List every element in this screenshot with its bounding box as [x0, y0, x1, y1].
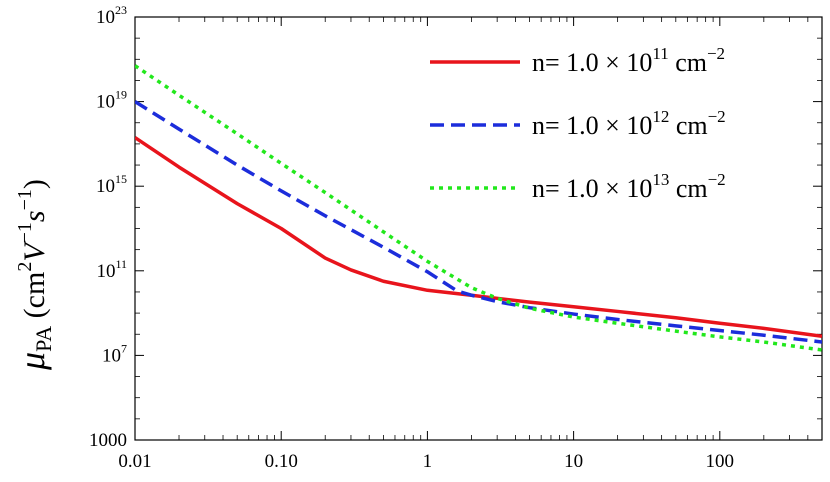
y-tick-exponent: 23: [115, 3, 127, 17]
legend-exponent: 12: [652, 107, 669, 126]
y-tick-base: 10: [96, 176, 115, 197]
y-tick-base: 10: [96, 261, 115, 282]
x-tick-label: 1: [423, 451, 433, 472]
legend-exponent: 11: [652, 44, 668, 63]
ylabel-sup: −1: [14, 189, 36, 210]
ylabel-second: s: [18, 210, 51, 222]
series-lines: [135, 64, 822, 352]
ylabel-units-close: ): [18, 179, 51, 189]
y-tick-exponent: 15: [115, 172, 127, 186]
legend-prefix: n= 1.0 × 10: [532, 111, 652, 140]
x-tick-label: 100: [706, 451, 735, 472]
legend-exponent: 13: [652, 170, 669, 189]
legend-prefix: n= 1.0 × 10: [532, 48, 652, 77]
legend-label-12: n= 1.0 × 1012 cm−2: [532, 107, 726, 140]
x-tick-label: 0.10: [265, 451, 298, 472]
y-tick-label: 1000: [89, 430, 127, 451]
ylabel-sup: 2: [14, 262, 36, 272]
series-line-11: [135, 136, 822, 339]
legend-unit: cm: [669, 174, 707, 203]
plot-frame: [134, 16, 823, 441]
legend-unit-exponent: −2: [708, 170, 726, 189]
legend-unit: cm: [669, 48, 707, 77]
y-tick-base: 1000: [89, 430, 127, 451]
ylabel-units-open: (cm: [18, 272, 51, 326]
x-tick-label: 0.01: [118, 451, 151, 472]
legend-label-13: n= 1.0 × 1013 cm−2: [532, 170, 726, 203]
ylabel-sup: −1: [14, 222, 36, 243]
y-tick-exponent: 11: [115, 257, 127, 271]
legend-unit-exponent: −2: [708, 107, 726, 126]
legend: n= 1.0 × 1011 cm−2n= 1.0 × 1012 cm−2n= 1…: [430, 44, 726, 203]
axes: [134, 16, 823, 441]
y-axis-title: μPA (cm2V−1s−1): [12, 179, 56, 371]
legend-unit-exponent: −2: [707, 44, 725, 63]
ylabel-volt: V: [18, 240, 51, 262]
legend-unit: cm: [669, 111, 707, 140]
y-tick-label: 1023: [96, 3, 127, 28]
y-tick-label: 1019: [96, 88, 127, 113]
y-tick-label: 1015: [96, 172, 127, 197]
ylabel-symbol: μ: [12, 352, 52, 371]
y-tick-base: 10: [96, 7, 115, 28]
y-tick-exponent: 19: [115, 88, 127, 102]
legend-label-11: n= 1.0 × 1011 cm−2: [532, 44, 725, 77]
y-axis-label: μPA (cm2V−1s−1): [12, 179, 56, 371]
y-tick-base: 10: [96, 92, 115, 113]
series-line-12: [135, 100, 822, 344]
y-tick-label: 107: [102, 341, 127, 366]
ylabel-subscript: PA: [31, 326, 56, 352]
x-tick-label: 10: [564, 451, 583, 472]
y-tick-label: 1011: [96, 257, 127, 282]
legend-prefix: n= 1.0 × 10: [532, 174, 652, 203]
y-tick-exponent: 7: [121, 341, 127, 355]
y-tick-base: 10: [102, 345, 121, 366]
